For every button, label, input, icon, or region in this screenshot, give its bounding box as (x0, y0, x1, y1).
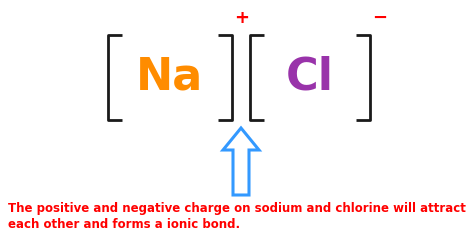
Text: The positive and negative charge on sodium and chlorine will attract: The positive and negative charge on sodi… (8, 202, 466, 215)
Polygon shape (223, 128, 259, 195)
Text: +: + (234, 9, 249, 27)
Text: each other and forms a ionic bond.: each other and forms a ionic bond. (8, 218, 240, 231)
Text: −: − (372, 9, 387, 27)
Text: Cl: Cl (286, 56, 334, 99)
Text: Na: Na (137, 56, 204, 99)
